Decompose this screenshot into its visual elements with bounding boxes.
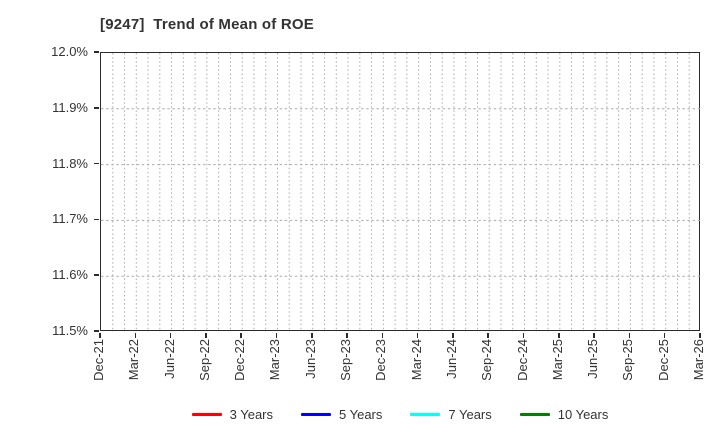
y-axis-tick-mark	[94, 274, 99, 276]
x-axis-tick-label: Dec-21	[91, 339, 106, 381]
x-axis-tick-label: Sep-22	[196, 339, 212, 381]
y-axis-tick-label: 12.0%	[51, 44, 88, 59]
x-axis-tick-mark	[134, 333, 137, 338]
y-axis-tick-label: 11.5%	[52, 323, 88, 338]
x-axis-tick-label: Mar-26	[691, 339, 706, 381]
x-axis-tick-label: Jun-23	[302, 339, 318, 379]
x-axis-tick-mark	[452, 333, 454, 338]
x-axis-tick-label: Mar-22	[126, 339, 142, 381]
x-axis-tick-label: Mar-24	[408, 339, 424, 381]
y-axis-tick-label: 11.8%	[52, 155, 88, 171]
x-axis-tick-label: Dec-25	[655, 339, 671, 381]
x-axis-tick-label: Jun-22	[161, 339, 177, 379]
x-axis-tick-mark	[628, 333, 631, 338]
plot-area	[100, 52, 701, 332]
legend-label: 3 Years	[229, 406, 273, 422]
legend-line-swatch	[410, 412, 441, 416]
legend-item: 7 Years	[410, 406, 492, 422]
x-axis-tick-label: Dec-23	[373, 339, 389, 381]
y-axis-tick-label: 11.9%	[52, 99, 88, 115]
x-axis-tick-label: Sep-25	[620, 339, 636, 381]
x-axis-tick-label: Mar-25	[549, 339, 565, 381]
x-axis-tick-mark	[558, 333, 560, 338]
x-axis-tick-mark	[381, 333, 384, 338]
x-axis-tick-label: Sep-24	[479, 339, 495, 381]
gridlines	[101, 53, 701, 332]
legend-label: 10 Years	[557, 406, 609, 422]
x-axis-tick-mark	[699, 333, 701, 338]
x-axis-tick-mark	[169, 333, 172, 338]
legend-label: 7 Years	[448, 406, 492, 422]
x-axis-tick-label: Sep-23	[338, 339, 354, 381]
x-axis-tick-mark	[240, 333, 242, 338]
legend-item: 5 Years	[301, 407, 382, 422]
x-axis-tick-mark	[346, 333, 348, 338]
x-axis-tick-label: Mar-23	[267, 339, 283, 381]
y-axis-tick-label: 11.6%	[52, 267, 88, 283]
y-axis-tick-label: 11.7%	[52, 211, 88, 227]
x-axis-tick-label: Dec-24	[514, 339, 530, 381]
y-axis-tick-mark	[94, 162, 99, 165]
x-axis-tick-label: Jun-25	[585, 339, 601, 379]
x-axis-tick-mark	[416, 333, 419, 338]
legend-item: 3 Years	[191, 406, 273, 422]
legend-label: 5 Years	[339, 406, 383, 422]
x-axis-tick-mark	[522, 333, 525, 338]
y-axis-tick-mark	[94, 51, 99, 53]
legend-line-swatch	[301, 412, 331, 416]
x-axis-tick-mark	[205, 333, 207, 338]
x-axis-tick-mark	[663, 333, 666, 338]
y-axis-tick-mark	[94, 218, 99, 221]
legend-item: 10 Years	[519, 406, 609, 422]
x-axis-tick-mark	[99, 333, 101, 338]
legend-line-swatch	[191, 412, 222, 416]
x-axis-tick-mark	[311, 333, 313, 338]
x-axis-tick-mark	[487, 333, 489, 338]
y-axis-tick-mark	[94, 107, 99, 109]
x-axis-tick-label: Dec-22	[232, 339, 248, 381]
x-axis-tick-mark	[275, 333, 278, 338]
x-axis-tick-label: Jun-24	[443, 339, 459, 379]
y-axis-tick-mark	[94, 330, 99, 332]
chart-title: [9247] Trend of Mean of ROE	[100, 16, 314, 33]
legend-line-swatch	[519, 412, 550, 416]
legend: 3 Years 5 Years 7 Years 10 Years	[100, 403, 700, 425]
x-axis-tick-mark	[593, 333, 595, 338]
